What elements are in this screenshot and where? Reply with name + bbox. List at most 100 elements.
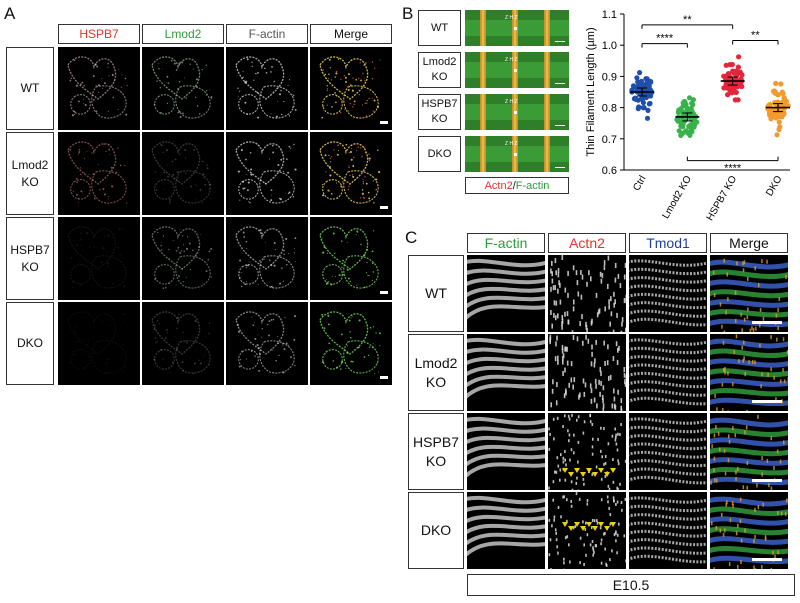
data-point — [735, 64, 741, 70]
zhz-marker: Z H Z — [505, 141, 518, 147]
panel-c-image-merge — [710, 413, 788, 490]
scale-bar — [752, 321, 782, 324]
data-point — [691, 124, 697, 130]
zhz-marker: Z H Z — [505, 99, 518, 105]
panel-c-image-merge — [710, 255, 788, 332]
panel-a-image-lmod2 — [142, 217, 224, 300]
panel-c-image-merge — [710, 492, 788, 569]
panel-b-row-label: HSPB7 KO — [418, 94, 461, 130]
x-tick-label: Lmod2 KO — [660, 174, 694, 221]
x-tick-label: Ctrl — [631, 174, 648, 193]
data-point — [735, 97, 741, 103]
data-point — [780, 91, 786, 97]
significance-label: ** — [683, 14, 692, 26]
scale-bar — [752, 558, 782, 561]
data-point — [633, 96, 639, 102]
data-point — [723, 81, 729, 87]
panel-a-row-label: HSPB7 KO — [6, 217, 54, 300]
panel-c-image-actn2 — [548, 334, 626, 411]
scale-bar — [752, 479, 782, 482]
data-point — [777, 114, 783, 120]
data-point — [678, 123, 684, 129]
panel-a-image-lmod2 — [142, 132, 224, 215]
scale-bar — [555, 124, 565, 126]
y-tick-label: 0.9 — [602, 71, 617, 83]
panel-a-image-merge — [310, 217, 392, 300]
data-point — [781, 111, 787, 117]
panel-a-image-lmod2 — [142, 302, 224, 385]
panel-c-row-label: HSPB7 KO — [408, 413, 464, 490]
scale-bar — [380, 206, 388, 209]
panel-b-sarcomere-image: Z H Z — [465, 10, 569, 46]
data-point — [645, 107, 651, 113]
caption-sep: / — [512, 179, 516, 192]
panel-a-header-f-actin: F-actin — [226, 24, 308, 44]
panel-a-image-hspb7 — [58, 132, 140, 215]
data-point — [725, 92, 731, 98]
data-point — [729, 90, 735, 96]
scale-bar — [752, 400, 782, 403]
data-point — [733, 73, 739, 79]
panel-c-row-label: Lmod2 KO — [408, 334, 464, 411]
panel-a-image-f-actin — [226, 217, 308, 300]
panel-c-header-merge: Merge — [710, 233, 788, 253]
data-point — [736, 54, 742, 60]
scale-bar — [555, 82, 565, 84]
data-point — [739, 83, 745, 90]
panel-a-image-f-actin — [226, 132, 308, 215]
data-point — [675, 118, 681, 124]
data-point — [634, 75, 640, 81]
panel-c-label: C — [405, 228, 418, 247]
data-point — [773, 115, 779, 121]
panel-c-image-tmod1 — [629, 413, 707, 490]
data-point — [644, 115, 651, 121]
data-point — [776, 119, 782, 125]
data-point — [766, 110, 772, 116]
data-point — [686, 95, 693, 101]
panel-c-image-actn2 — [548, 255, 626, 332]
panel-a-label: A — [4, 4, 16, 23]
panel-b-row-label: DKO — [418, 136, 461, 172]
data-point — [689, 100, 695, 106]
y-tick-label: 0.7 — [602, 134, 617, 146]
significance-label: **** — [656, 33, 674, 45]
data-point — [772, 100, 778, 106]
panel-c-image-actn2 — [548, 413, 626, 490]
y-tick-label: 0.8 — [602, 103, 617, 115]
panel-b-row-label: WT — [418, 10, 461, 46]
y-tick-label: 1.0 — [602, 40, 617, 52]
panel-b-caption: Actn2/F-actin — [465, 177, 569, 194]
panel-a-image-hspb7 — [58, 217, 140, 300]
scale-bar — [380, 376, 388, 379]
data-point — [635, 79, 641, 85]
zhz-marker: Z H Z — [505, 15, 518, 21]
data-point — [721, 73, 727, 79]
data-point — [768, 116, 774, 122]
panel-c-header-tmod1: Tmod1 — [629, 233, 707, 253]
data-point — [681, 99, 687, 105]
y-tick-label: 0.6 — [602, 165, 617, 177]
panel-a-image-merge — [310, 47, 392, 130]
zhz-marker: Z H Z — [505, 57, 518, 63]
panel-b-sarcomere-image: Z H Z — [465, 94, 569, 130]
data-point — [773, 80, 779, 86]
data-point — [676, 107, 682, 113]
panel-c-image-f-actin — [467, 334, 545, 411]
panel-a-image-merge — [310, 302, 392, 385]
data-point — [679, 131, 685, 137]
data-point — [774, 132, 780, 138]
scale-bar — [555, 40, 565, 42]
panel-a-image-f-actin — [226, 302, 308, 385]
caption-factin: F-actin — [515, 179, 550, 192]
panel-c-image-f-actin — [467, 492, 545, 569]
data-point — [775, 92, 781, 98]
x-tick-label: HSPB7 KO — [705, 174, 740, 222]
panel-a-image-f-actin — [226, 47, 308, 130]
panel-a-row-label: WT — [6, 47, 54, 130]
scale-bar — [380, 291, 388, 294]
panel-a-image-hspb7 — [58, 47, 140, 130]
panel-c-image-tmod1 — [629, 492, 707, 569]
data-point — [735, 81, 741, 87]
data-point — [733, 68, 739, 74]
data-point — [637, 70, 643, 76]
